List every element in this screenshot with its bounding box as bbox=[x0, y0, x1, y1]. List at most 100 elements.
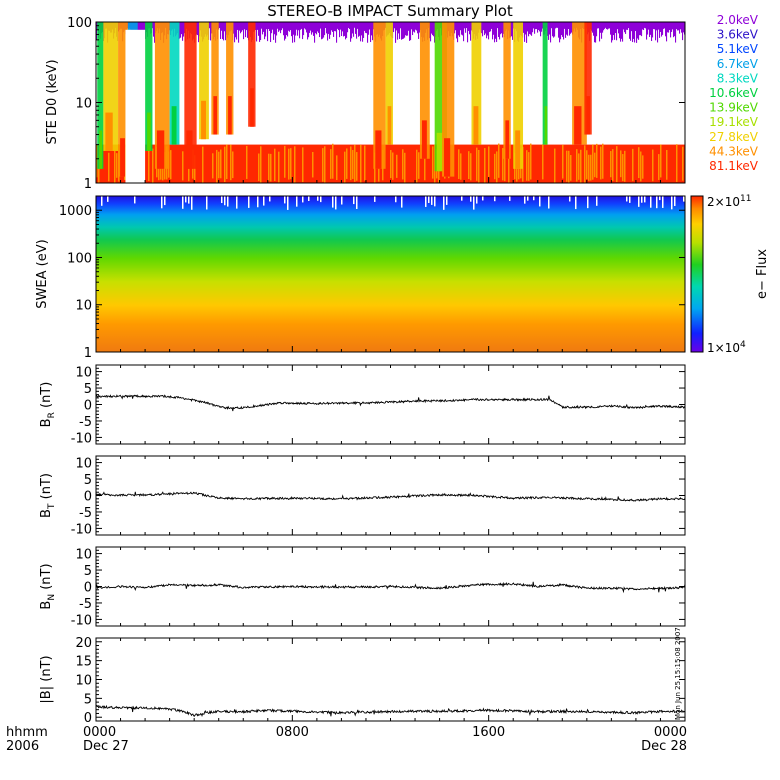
bn-panel: -10-50 510 BN (nT) bbox=[39, 546, 686, 628]
legend-entry: 27.8keV bbox=[709, 130, 759, 144]
ste-band-2keV bbox=[678, 22, 680, 31]
ste-legend: 2.0keV3.6keV5.1keV6.7keV8.3keV10.6keV13.… bbox=[709, 13, 759, 173]
ste-band-2keV bbox=[466, 22, 468, 29]
ste-band-2keV bbox=[602, 22, 604, 33]
ste-speckle bbox=[418, 152, 420, 179]
ste-band-2keV bbox=[669, 22, 671, 31]
ste-band-2keV bbox=[659, 22, 661, 38]
ste-speckle bbox=[610, 151, 612, 178]
ste-band-2keV bbox=[242, 22, 244, 31]
swea-spike bbox=[296, 196, 298, 207]
ste-band-2keV bbox=[490, 22, 492, 32]
ste-band-2keV bbox=[326, 22, 328, 34]
swea-spike bbox=[470, 196, 472, 202]
ste-speckle bbox=[312, 152, 314, 178]
ste-band-2keV bbox=[670, 22, 672, 38]
ste-band-2keV bbox=[406, 22, 408, 36]
ste-band-2keV bbox=[290, 22, 292, 31]
bmag-tick-label: 15 bbox=[75, 655, 92, 670]
ste-speckle bbox=[332, 143, 334, 179]
ste-band-2keV bbox=[571, 22, 573, 33]
swea-spike bbox=[320, 196, 322, 203]
ste-band-2keV bbox=[333, 22, 335, 37]
ste-band-2keV bbox=[340, 22, 342, 30]
ste-band-2keV bbox=[396, 22, 398, 31]
ste-band-2keV bbox=[294, 22, 296, 43]
ste-tick-label: 1 bbox=[84, 177, 92, 192]
swea-panel: 1 10 100 1000 SWEA (eV) 2×1011 1×104 e− Flu… bbox=[35, 194, 770, 361]
colorbar-min-label: 1×104 bbox=[707, 340, 746, 355]
ste-band-2keV bbox=[415, 22, 417, 30]
legend-entry: 6.7keV bbox=[717, 57, 759, 71]
ste-band-2keV bbox=[289, 22, 291, 32]
swea-spike bbox=[164, 196, 166, 206]
ste-speckle bbox=[600, 146, 602, 180]
ste-burst-core bbox=[105, 112, 113, 151]
swea-spike bbox=[224, 196, 226, 206]
ste-speckle bbox=[588, 154, 590, 182]
x-date-label: Dec 28 bbox=[641, 739, 687, 754]
ste-band-2keV bbox=[468, 22, 470, 31]
ste-band-2keV bbox=[363, 22, 365, 38]
ste-burst-core bbox=[387, 106, 392, 145]
swea-spike bbox=[434, 196, 436, 207]
ste-speckle bbox=[624, 150, 626, 182]
ste-band-2keV bbox=[367, 22, 369, 43]
x-tick-label: 0000 bbox=[654, 725, 687, 740]
ste-speckle bbox=[324, 146, 326, 183]
ste-band-2keV bbox=[596, 22, 598, 37]
ste-band-2keV bbox=[236, 22, 238, 40]
ste-band-2keV bbox=[328, 22, 330, 34]
ste-band-2keV bbox=[325, 22, 327, 29]
ste-band-2keV bbox=[347, 22, 349, 33]
ste-speckle bbox=[246, 145, 248, 179]
ste-band-2keV bbox=[179, 22, 181, 39]
ste-band-2keV bbox=[394, 22, 396, 29]
ste-band-2keV bbox=[243, 22, 245, 40]
ste-band-2keV bbox=[339, 22, 341, 38]
ste-band-2keV bbox=[619, 22, 621, 39]
ste-band-2keV bbox=[609, 22, 611, 29]
swea-spike bbox=[671, 196, 673, 210]
ste-band-2keV bbox=[643, 22, 645, 31]
legend-entry: 44.3keV bbox=[709, 144, 759, 158]
ste-burst-core bbox=[473, 106, 479, 145]
swea-spike bbox=[476, 196, 478, 204]
bmag-frame bbox=[95, 637, 686, 722]
ste-band-2keV bbox=[680, 22, 682, 30]
ste-band-2keV bbox=[623, 22, 625, 30]
ste-band-2keV bbox=[538, 22, 540, 31]
ste-band-2keV bbox=[529, 22, 531, 34]
ste-band-2keV bbox=[320, 22, 322, 29]
ste-band-2keV bbox=[266, 22, 268, 30]
ste-speckle bbox=[554, 148, 556, 183]
ste-band-2keV bbox=[219, 22, 221, 29]
swea-spike bbox=[236, 196, 238, 209]
ste-speckle bbox=[402, 149, 404, 180]
ste-band-2keV bbox=[652, 22, 654, 38]
ste-speckle bbox=[290, 148, 292, 180]
ste-band-2keV bbox=[524, 22, 526, 42]
ste-burst-core bbox=[375, 130, 382, 169]
ste-band-2keV bbox=[648, 22, 650, 30]
ste-band-2keV bbox=[407, 22, 409, 36]
ste-speckle bbox=[260, 146, 262, 183]
ste-burst-core bbox=[574, 106, 582, 145]
swea-tick-label: 100 bbox=[67, 251, 92, 266]
swea-spike bbox=[674, 196, 676, 207]
ste-speckle bbox=[602, 143, 604, 179]
ste-speckle bbox=[232, 151, 234, 179]
ste-band-2keV bbox=[270, 22, 272, 43]
ste-band-2keV bbox=[554, 22, 556, 37]
swea-tick-label: 1000 bbox=[59, 204, 92, 219]
ste-band-2keV bbox=[413, 22, 415, 32]
ste-band-2keV bbox=[284, 22, 286, 41]
ste-band-2keV bbox=[526, 22, 528, 43]
ste-speckle bbox=[498, 143, 500, 178]
ste-band-2keV bbox=[143, 22, 145, 32]
bt-tick-label: 5 bbox=[84, 473, 92, 488]
ste-band-2keV bbox=[642, 22, 644, 30]
ste-burst bbox=[419, 22, 430, 159]
ste-speckle bbox=[576, 149, 578, 182]
